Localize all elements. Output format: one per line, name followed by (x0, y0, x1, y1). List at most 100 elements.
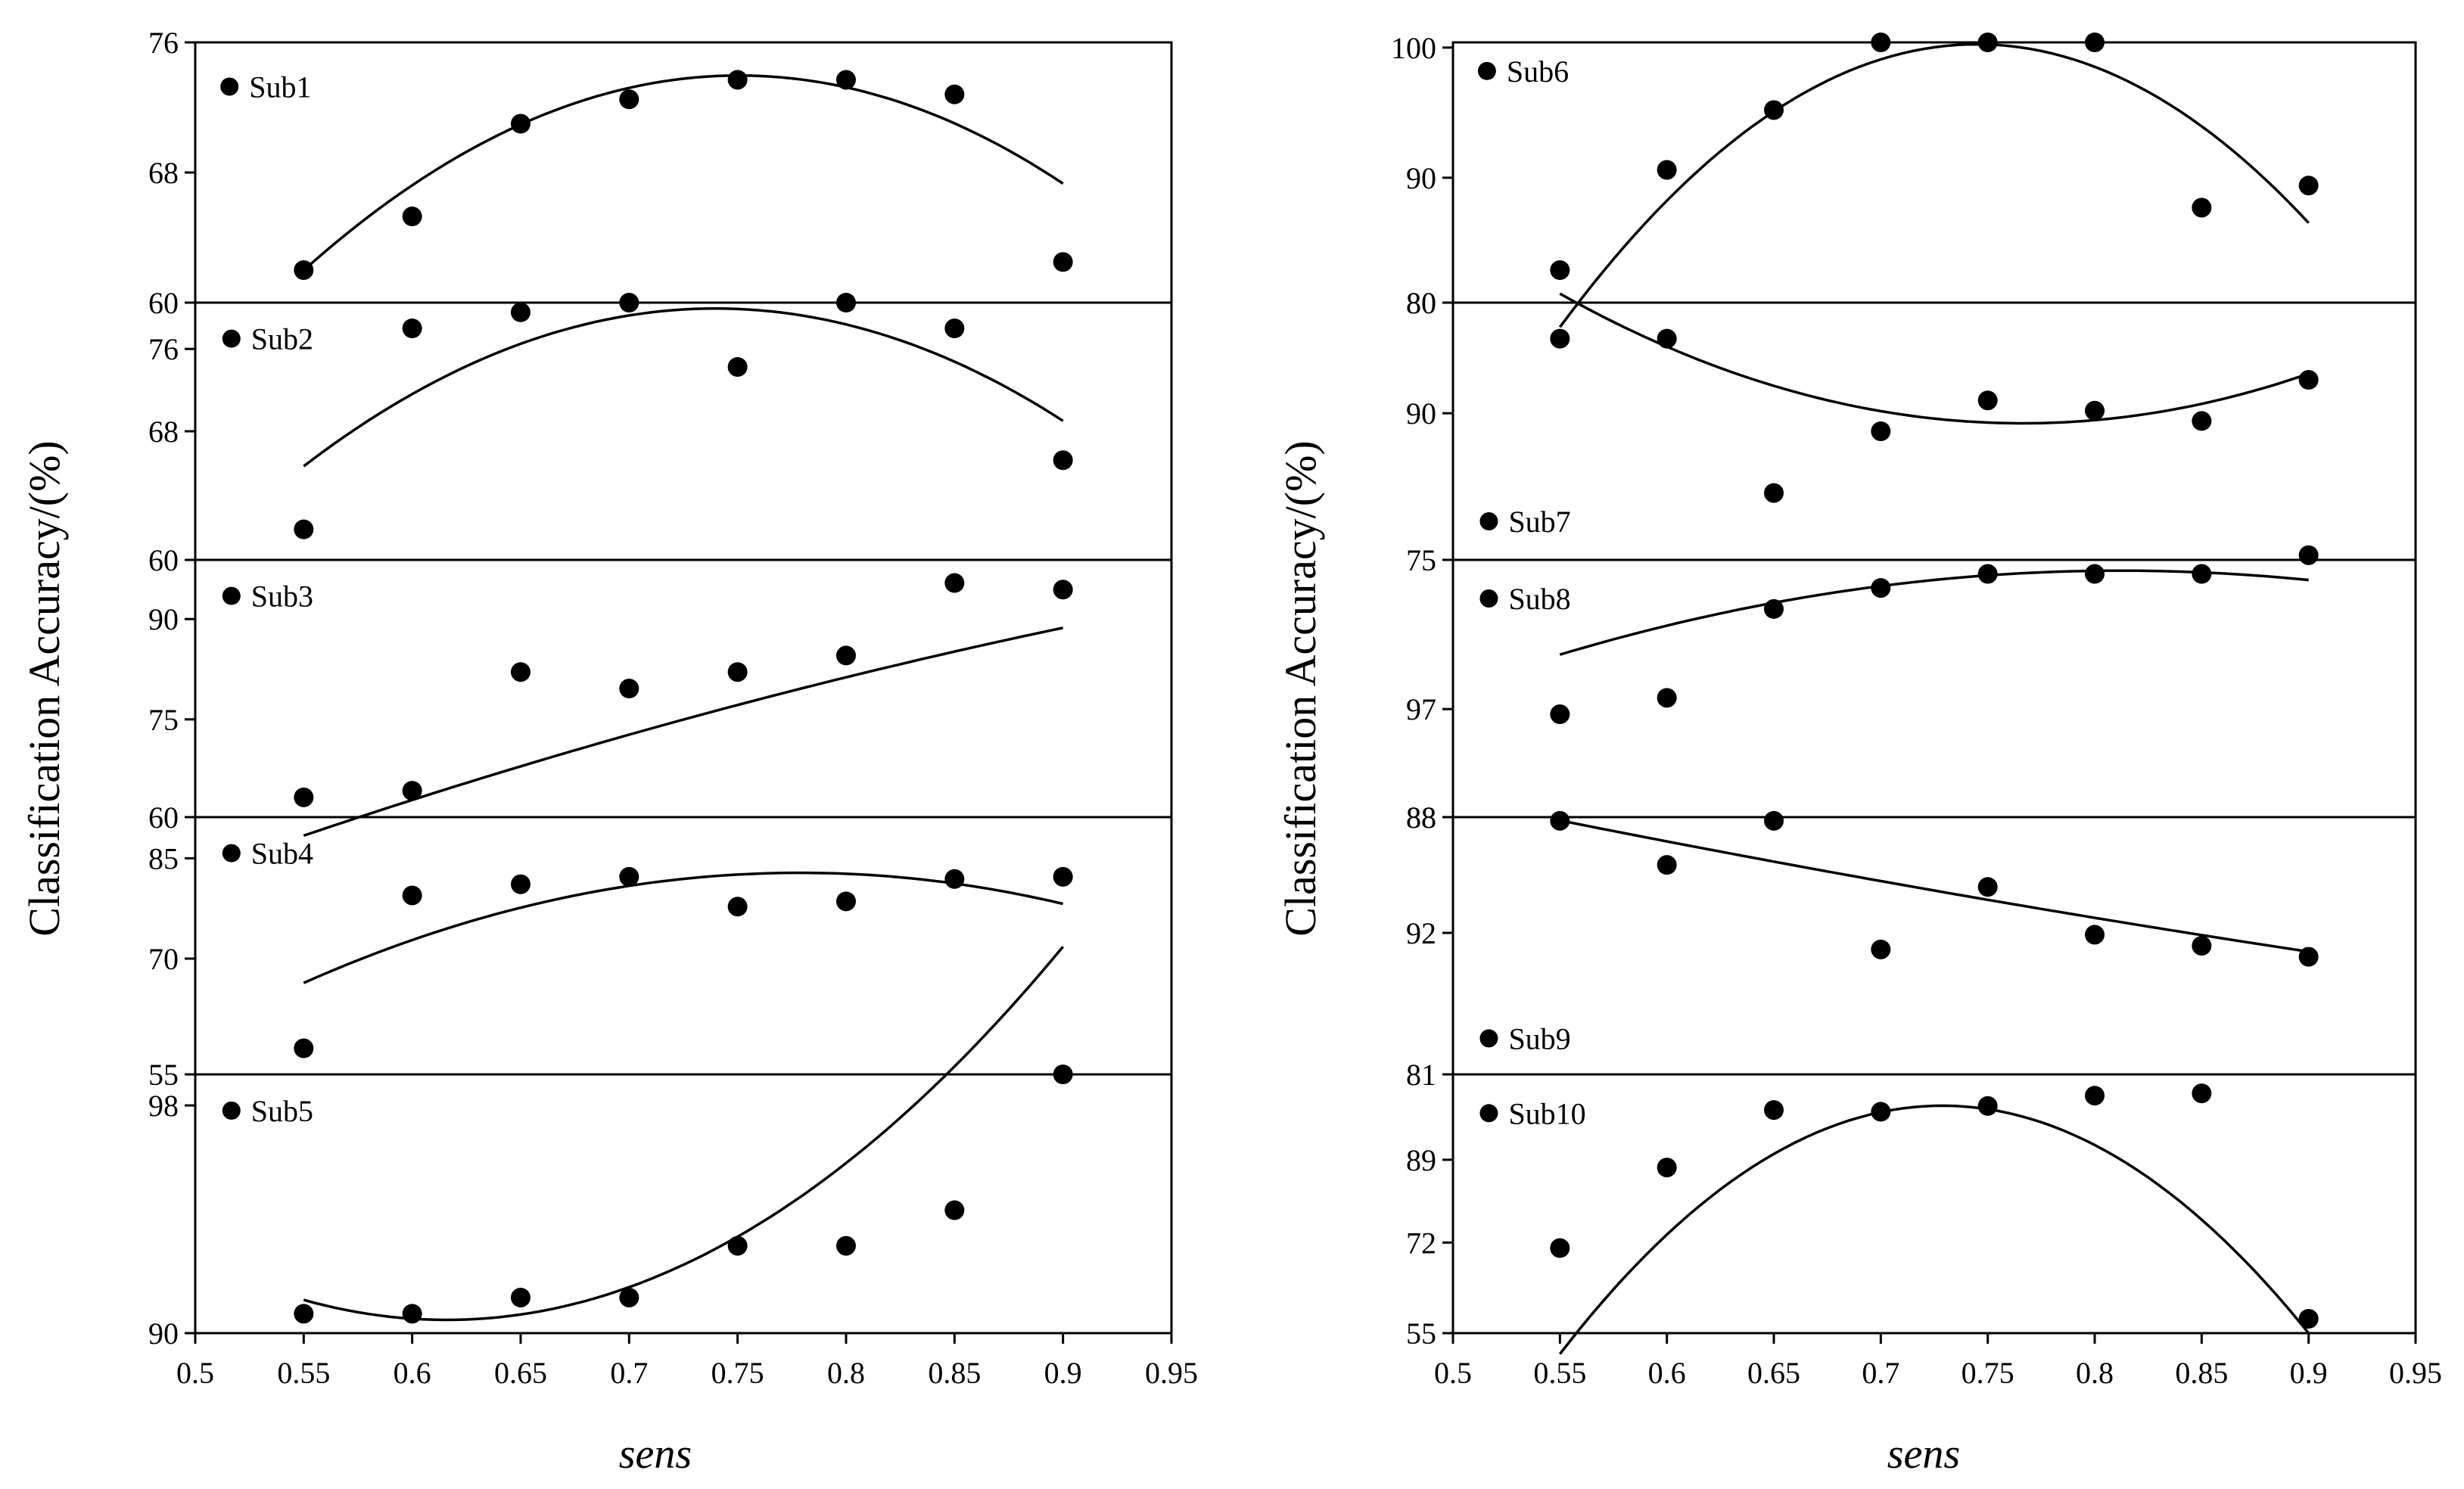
y-axis-label: Classification Accuracy/(%) (20, 440, 69, 936)
x-tick-label: 0.95 (1145, 1356, 1198, 1390)
data-point (2085, 564, 2105, 584)
panel-sub8: 88 97 Sub8 (1406, 545, 2417, 835)
data-point (944, 319, 965, 338)
data-point (1550, 810, 1570, 831)
x-tick-label: 0.7 (1862, 1356, 1899, 1390)
panel-sub6: 80 90 100 Sub6 (1391, 31, 2417, 328)
data-point (944, 1200, 965, 1220)
data-point (836, 70, 856, 90)
sub-label: Sub8 (1508, 582, 1570, 616)
x-tick-label: 0.95 (2389, 1356, 2442, 1390)
panel-frame (194, 558, 1173, 819)
data-point (1764, 100, 1784, 120)
data-point (1871, 578, 1891, 598)
x-tick-label: 0.75 (1962, 1356, 2014, 1390)
data-point (511, 1287, 530, 1307)
data-point (294, 1304, 314, 1324)
data-point (1053, 1065, 1073, 1084)
legend-marker (1479, 1104, 1498, 1123)
data-point (1977, 1096, 1998, 1116)
y-tick-label: 75 (148, 703, 179, 737)
data-point (2192, 1083, 2212, 1104)
panel-sub4: 55 70 85 Sub4 (148, 816, 1173, 1092)
data-point (1764, 483, 1784, 503)
x-tick-label: 0.5 (1434, 1356, 1472, 1390)
panel-frame (1451, 1073, 2417, 1335)
data-point (1550, 328, 1570, 349)
y-tick-label: 80 (1406, 286, 1436, 320)
data-point (944, 869, 965, 889)
y-tick-label: 90 (1406, 161, 1436, 195)
data-point (402, 319, 422, 338)
data-point (727, 1236, 748, 1256)
data-point (727, 357, 748, 377)
data-point (1550, 260, 1570, 280)
sub-label: Sub10 (1508, 1096, 1585, 1130)
y-tick-label: 85 (148, 841, 179, 875)
sub-label: Sub3 (251, 580, 313, 614)
y-tick-label: 60 (148, 800, 179, 835)
data-point (836, 293, 856, 312)
data-point (1871, 33, 1891, 52)
panel-sub5: 90 98 Sub5 (148, 946, 1173, 1351)
panel-frame (194, 1073, 1173, 1335)
x-tick-label: 0.9 (1044, 1356, 1082, 1390)
panel-frame (194, 41, 1173, 304)
data-point (2192, 197, 2212, 218)
fit-curve (1559, 569, 2309, 656)
data-point (402, 207, 422, 227)
data-point (1550, 704, 1570, 724)
x-tick-label: 0.65 (494, 1356, 547, 1390)
x-tick-label: 0.65 (1747, 1356, 1800, 1390)
x-axis: 0.5 0.55 0.6 0.65 0.7 0.75 0.8 0.85 0.9 0.95 sens (1434, 1333, 2442, 1478)
x-axis-label: sens (619, 1431, 692, 1478)
data-point (1550, 1238, 1570, 1258)
panel-frame (1451, 558, 2417, 819)
data-point (2298, 1309, 2319, 1329)
data-point (511, 874, 530, 894)
legend-marker (222, 329, 241, 348)
y-tick-label: 68 (148, 415, 179, 449)
x-tick-label: 0.55 (277, 1356, 330, 1390)
y-tick-label: 90 (1406, 396, 1436, 431)
data-point (944, 573, 965, 593)
fit-curve (1559, 819, 2309, 953)
y-tick-label: 98 (148, 1089, 179, 1123)
panel-sub3: 60 75 90 Sub3 (148, 558, 1173, 838)
panel-frame (194, 301, 1173, 561)
data-point (1764, 1100, 1784, 1121)
fit-curve (303, 946, 1065, 1322)
sub-label: Sub4 (251, 837, 313, 871)
data-point (1977, 390, 1998, 411)
panel-frame (194, 816, 1173, 1076)
legend-marker (222, 844, 241, 863)
data-point (1657, 328, 1677, 349)
y-tick-label: 75 (1406, 543, 1436, 577)
data-point (1764, 598, 1784, 619)
data-point (619, 679, 639, 698)
data-point (727, 897, 748, 917)
fit-curve (303, 626, 1064, 838)
y-tick-label: 55 (1406, 1316, 1436, 1351)
y-tick-label: 76 (148, 332, 179, 366)
panel-sub2: 60 68 76 Sub2 (148, 293, 1173, 577)
data-point (2192, 936, 2212, 956)
data-point (511, 113, 530, 134)
legend-marker (220, 77, 239, 96)
x-tick-label: 0.7 (610, 1356, 648, 1390)
data-point (1657, 688, 1677, 708)
data-point (402, 781, 422, 801)
sub-label: Sub9 (1508, 1021, 1570, 1055)
data-point (294, 1038, 314, 1058)
y-tick-label: 60 (148, 286, 179, 320)
panel-sub9: 81 92 88 Sub9 (1406, 800, 2417, 1092)
data-point (511, 662, 530, 682)
fit-curve (303, 307, 1064, 468)
data-point (2085, 925, 2105, 945)
data-point (836, 645, 856, 666)
data-point (2192, 564, 2212, 584)
y-tick-label: 97 (1406, 692, 1436, 726)
data-point (1764, 810, 1784, 831)
y-tick-label: 88 (1406, 800, 1436, 835)
